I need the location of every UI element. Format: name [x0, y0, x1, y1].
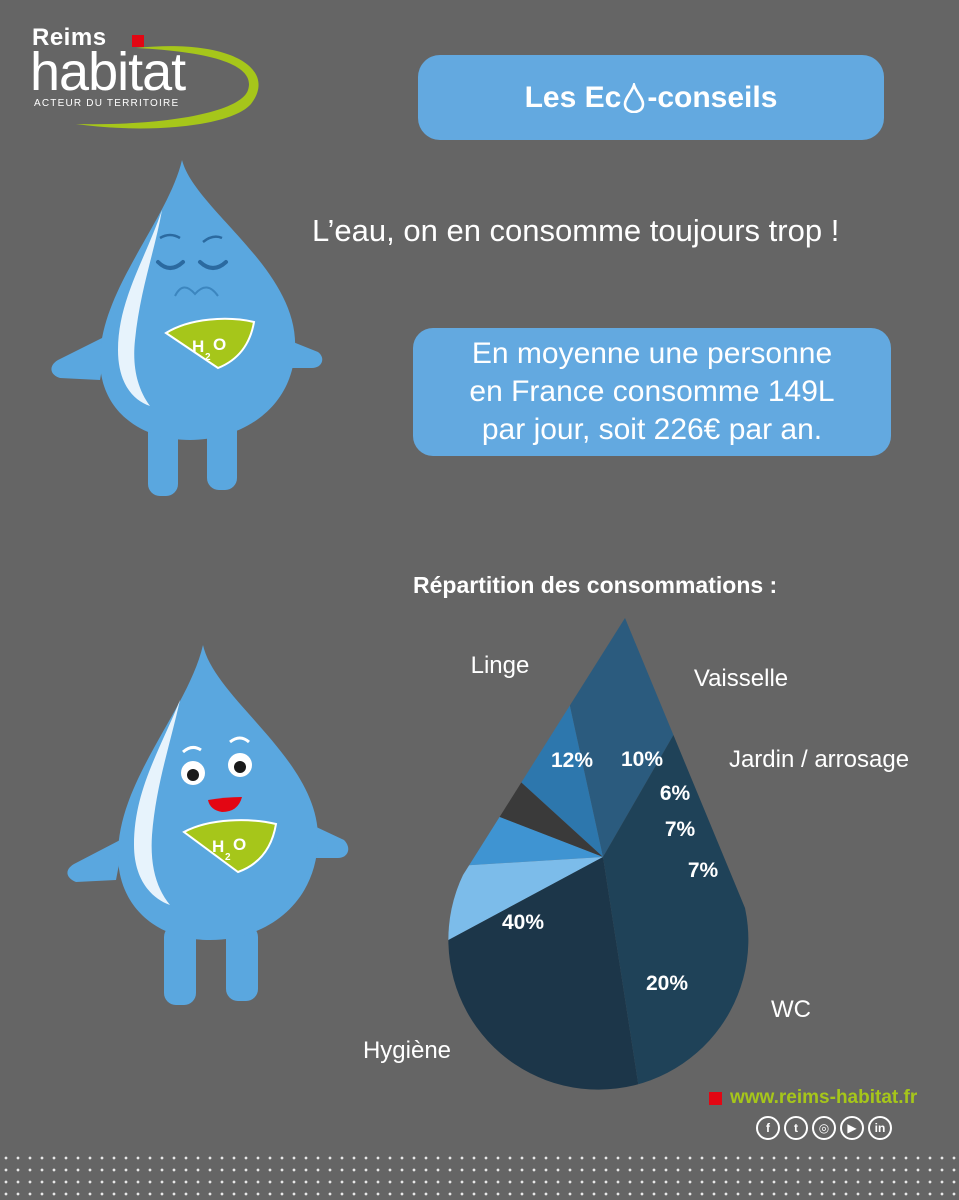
logo-brand: Reims [32, 24, 107, 51]
mascot-pupil-right [234, 761, 246, 773]
pie-slice-slice-3 [448, 712, 603, 882]
instagram-icon[interactable]: ◎ [812, 1116, 836, 1140]
mascot-leg-right [226, 925, 258, 1001]
page-title: Les Ec -conseils [418, 55, 884, 140]
h2o-badge [164, 317, 256, 370]
pie-percent-label: 7% [688, 859, 719, 882]
linkedin-icon[interactable]: in [868, 1116, 892, 1140]
average-consumption-box: En moyenne une personne en France consom… [413, 328, 891, 456]
mascot-eye-closed-right [198, 260, 228, 270]
logo-name: habitat [30, 42, 186, 102]
mascot-eyebrow-left [182, 745, 202, 754]
facebook-icon[interactable]: f [756, 1116, 780, 1140]
dotted-border [0, 1152, 959, 1200]
pie-category-label: Jardin / arrosage [729, 746, 909, 773]
mascot-pupil-left [187, 769, 199, 781]
h2o-badge-o: O [233, 835, 246, 854]
chart-title: Répartition des consommations : [413, 572, 778, 598]
website-url: www.reims-habitat.fr [730, 1087, 918, 1108]
mascot-leg-left [164, 925, 196, 1005]
pie-percent-label: 10% [621, 748, 663, 771]
mascot-eyebrow-right [202, 235, 223, 243]
mascot-mouth [208, 797, 242, 812]
h2o-badge-h: H [212, 837, 224, 856]
mascot-arm-left [51, 335, 108, 380]
water-drop-mascot-smiling: H 2 O [67, 645, 349, 1005]
social-links: f t ◎ ▶ in [756, 1116, 892, 1140]
stat-line-1: En moyenne une personne [471, 337, 833, 370]
pie-percent-label: 12% [551, 749, 593, 772]
twitter-icon[interactable]: t [784, 1116, 808, 1140]
pie-percent-label: 40% [502, 911, 544, 934]
pie-slice-vaisselle [448, 618, 603, 857]
pie-category-label: Hygiène [363, 1037, 451, 1064]
pie-percent-label: 20% [646, 972, 688, 995]
stat-line-3: par jour, soit 226€ par an. [481, 413, 823, 446]
pie-percent-label: 6% [660, 782, 691, 805]
stat-line-2: en France consomme 149L [469, 375, 835, 408]
pie-percent-label: 7% [665, 818, 696, 841]
mascot-eye-closed-left [156, 260, 185, 270]
mascot-eyebrow-right [229, 736, 250, 744]
title-before: Les Ec [524, 80, 622, 114]
h2o-badge [182, 819, 278, 874]
mascot-highlight [118, 210, 162, 406]
pie-slice-slice-4 [448, 857, 603, 1047]
red-square-icon [709, 1091, 722, 1105]
headline: L’eau, on en consomme toujours trop ! [312, 213, 840, 248]
h2o-badge-sub: 2 [225, 852, 231, 863]
logo-tagline: ACTEUR DU TERRITOIRE [34, 98, 180, 109]
pie-percent-labels: 12% 10% 6% 7% 7% 20% 40% [502, 748, 719, 995]
h2o-badge-h: H [192, 337, 204, 356]
mascot-body [100, 160, 296, 440]
pie-category-label: Linge [471, 652, 530, 679]
mascot-eyebrow-left [159, 233, 181, 240]
h2o-badge-o: O [213, 335, 226, 354]
mascot-arm-left [67, 838, 124, 882]
water-drop-icon [624, 82, 645, 113]
pie-category-labels: Linge Vaisselle Jardin / arrosage WC Hygiène [363, 652, 909, 1064]
water-drop-mascot-sleepy: H 2 O [51, 160, 323, 496]
youtube-icon[interactable]: ▶ [840, 1116, 864, 1140]
pie-category-label: WC [771, 996, 811, 1023]
reims-habitat-logo[interactable]: Reims habitat ACTEUR DU TERRITOIRE [16, 24, 266, 134]
website-link[interactable]: www.reims-habitat.fr [709, 1087, 917, 1109]
mascot-cheeks [174, 286, 219, 297]
mascot-highlight [134, 700, 180, 905]
logo-red-square [132, 35, 144, 47]
title-after: -conseils [647, 80, 778, 114]
h2o-badge-sub: 2 [205, 352, 211, 363]
pie-category-label: Vaisselle [694, 665, 788, 692]
mascot-body [118, 645, 319, 940]
